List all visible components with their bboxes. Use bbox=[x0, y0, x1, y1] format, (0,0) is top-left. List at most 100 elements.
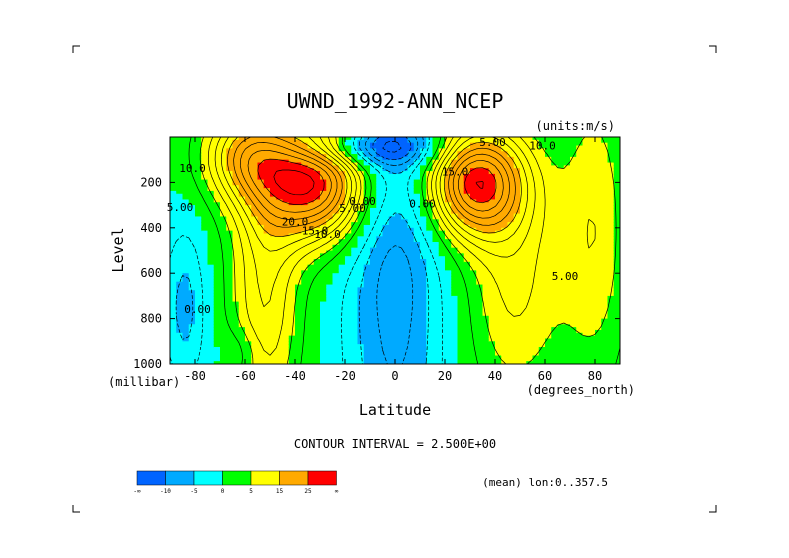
field-cell bbox=[201, 276, 209, 280]
field-cell bbox=[270, 312, 277, 317]
field-cell bbox=[288, 185, 296, 189]
field-cell bbox=[326, 247, 334, 252]
field-cell bbox=[276, 196, 284, 201]
field-cell bbox=[207, 301, 215, 306]
field-cell bbox=[320, 267, 327, 271]
field-cell bbox=[357, 145, 365, 149]
field-cell bbox=[170, 171, 177, 175]
field-cell bbox=[263, 290, 271, 294]
field-cell bbox=[388, 253, 396, 257]
field-cell bbox=[332, 224, 340, 229]
field-cell bbox=[251, 241, 259, 246]
field-cell bbox=[376, 281, 384, 286]
field-cell bbox=[370, 236, 377, 240]
field-cell bbox=[388, 219, 396, 223]
field-cell bbox=[320, 349, 327, 354]
field-cell bbox=[257, 216, 265, 220]
field-cell bbox=[351, 355, 359, 359]
field-cell bbox=[220, 310, 227, 314]
field-cell bbox=[238, 253, 246, 257]
field-cell bbox=[257, 332, 265, 337]
field-cell bbox=[220, 159, 227, 164]
field-cell bbox=[276, 261, 284, 266]
field-cell bbox=[201, 261, 209, 266]
field-cell bbox=[201, 287, 209, 291]
field-cell bbox=[301, 171, 309, 175]
field-cell bbox=[170, 310, 177, 314]
field-cell bbox=[332, 210, 340, 215]
field-cell bbox=[313, 190, 321, 195]
field-cell bbox=[257, 165, 265, 169]
field-cell bbox=[257, 239, 265, 243]
field-cell bbox=[220, 349, 227, 354]
field-cell bbox=[345, 284, 352, 288]
field-cell bbox=[263, 253, 271, 257]
field-cell bbox=[170, 219, 177, 223]
field-cell bbox=[270, 250, 277, 254]
field-cell bbox=[388, 273, 396, 277]
field-cell bbox=[188, 315, 196, 320]
field-cell bbox=[282, 346, 290, 351]
field-cell bbox=[188, 244, 196, 249]
field-cell bbox=[288, 216, 296, 220]
field-cell bbox=[226, 216, 234, 220]
field-cell bbox=[251, 148, 259, 152]
field-cell bbox=[245, 310, 252, 314]
field-cell bbox=[282, 281, 290, 286]
field-cell bbox=[320, 281, 327, 286]
field-cell bbox=[288, 151, 296, 155]
field-cell bbox=[363, 273, 371, 277]
field-cell bbox=[188, 233, 196, 237]
field-cell bbox=[332, 338, 340, 342]
field-cell bbox=[207, 298, 215, 303]
field-cell bbox=[176, 241, 184, 246]
field-cell bbox=[201, 355, 209, 359]
field-cell bbox=[276, 324, 284, 328]
field-cell bbox=[320, 361, 327, 364]
field-cell bbox=[257, 312, 265, 317]
field-cell bbox=[245, 241, 252, 246]
field-cell bbox=[282, 284, 290, 288]
field-cell bbox=[363, 151, 371, 155]
field-cell bbox=[188, 304, 196, 308]
field-cell bbox=[276, 318, 284, 323]
field-cell bbox=[213, 321, 221, 325]
field-cell bbox=[313, 327, 321, 331]
field-cell bbox=[270, 304, 277, 308]
field-cell bbox=[376, 293, 384, 297]
field-cell bbox=[195, 247, 202, 252]
field-cell bbox=[282, 213, 290, 218]
field-cell bbox=[357, 281, 365, 286]
field-cell bbox=[170, 358, 177, 362]
field-cell bbox=[220, 298, 227, 303]
field-cell bbox=[213, 244, 221, 249]
field-cell bbox=[370, 344, 377, 348]
field-cell bbox=[351, 156, 359, 161]
field-cell bbox=[270, 213, 277, 218]
field-cell bbox=[357, 312, 365, 317]
field-cell bbox=[176, 264, 184, 269]
field-cell bbox=[213, 312, 221, 317]
field-cell bbox=[313, 137, 321, 141]
field-cell bbox=[382, 270, 390, 274]
field-cell bbox=[232, 327, 240, 331]
field-cell bbox=[345, 318, 352, 323]
field-cell bbox=[176, 349, 184, 354]
field-cell bbox=[370, 151, 377, 155]
field-cell bbox=[363, 182, 371, 186]
field-cell bbox=[351, 352, 359, 357]
field-cell bbox=[188, 358, 196, 362]
field-cell bbox=[182, 349, 190, 354]
field-cell bbox=[245, 298, 252, 303]
field-cell bbox=[307, 349, 315, 354]
field-cell bbox=[313, 284, 321, 288]
field-cell bbox=[213, 267, 221, 271]
field-cell bbox=[382, 349, 390, 354]
field-cell bbox=[263, 304, 271, 308]
field-cell bbox=[195, 295, 202, 300]
field-cell bbox=[263, 327, 271, 331]
field-cell bbox=[226, 267, 234, 271]
field-cell bbox=[332, 290, 340, 294]
field-cell bbox=[332, 295, 340, 300]
field-cell bbox=[263, 338, 271, 342]
